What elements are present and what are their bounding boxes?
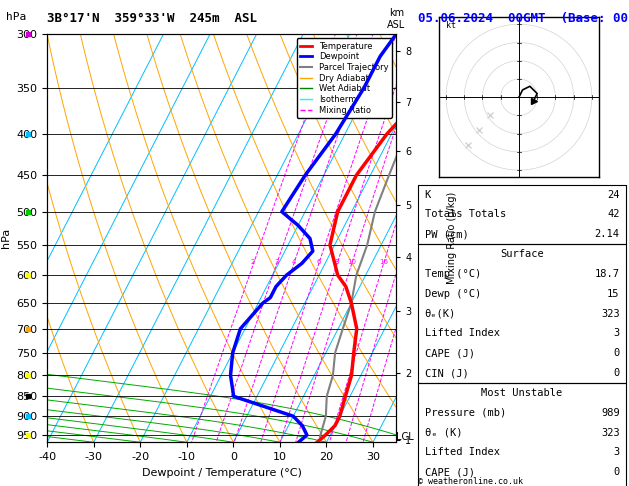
Text: CAPE (J): CAPE (J) xyxy=(425,467,474,477)
Text: 2: 2 xyxy=(251,259,255,264)
Text: 18.7: 18.7 xyxy=(594,269,620,279)
Text: Surface: Surface xyxy=(500,249,544,259)
Text: © weatheronline.co.uk: © weatheronline.co.uk xyxy=(418,477,523,486)
Text: 4: 4 xyxy=(291,259,296,264)
Text: 16: 16 xyxy=(379,259,387,264)
Text: K: K xyxy=(425,190,431,200)
Text: 323: 323 xyxy=(601,428,620,437)
Text: Dewp (°C): Dewp (°C) xyxy=(425,289,481,299)
Text: Most Unstable: Most Unstable xyxy=(481,388,563,398)
Text: 0: 0 xyxy=(613,467,620,477)
Text: Temp (°C): Temp (°C) xyxy=(425,269,481,279)
Text: 8: 8 xyxy=(335,259,339,264)
Text: LCL: LCL xyxy=(396,432,414,442)
Text: 323: 323 xyxy=(601,309,620,318)
Text: 0: 0 xyxy=(613,368,620,378)
Text: Lifted Index: Lifted Index xyxy=(425,329,499,338)
Text: 24: 24 xyxy=(607,190,620,200)
Text: 2.14: 2.14 xyxy=(594,229,620,239)
Text: 3: 3 xyxy=(613,329,620,338)
Text: km
ASL: km ASL xyxy=(387,8,406,30)
Text: 989: 989 xyxy=(601,408,620,417)
Text: 05.06.2024  00GMT  (Base: 00): 05.06.2024 00GMT (Base: 00) xyxy=(418,12,629,25)
Text: Mixing Ratio (g/kg): Mixing Ratio (g/kg) xyxy=(447,192,457,284)
Text: 10: 10 xyxy=(347,259,356,264)
Text: 15: 15 xyxy=(607,289,620,299)
Legend: Temperature, Dewpoint, Parcel Trajectory, Dry Adiabat, Wet Adiabat, Isotherm, Mi: Temperature, Dewpoint, Parcel Trajectory… xyxy=(297,38,392,118)
Text: kt: kt xyxy=(446,21,456,30)
X-axis label: Dewpoint / Temperature (°C): Dewpoint / Temperature (°C) xyxy=(142,468,302,478)
Text: 3: 3 xyxy=(613,448,620,457)
Text: Pressure (mb): Pressure (mb) xyxy=(425,408,506,417)
Text: θₑ (K): θₑ (K) xyxy=(425,428,462,437)
Text: CIN (J): CIN (J) xyxy=(425,368,468,378)
Text: PW (cm): PW (cm) xyxy=(425,229,468,239)
Text: 3: 3 xyxy=(274,259,279,264)
Y-axis label: hPa: hPa xyxy=(1,228,11,248)
Text: 42: 42 xyxy=(607,209,620,219)
Text: hPa: hPa xyxy=(6,12,26,22)
Text: CAPE (J): CAPE (J) xyxy=(425,348,474,358)
Text: Lifted Index: Lifted Index xyxy=(425,448,499,457)
Text: θₑ(K): θₑ(K) xyxy=(425,309,456,318)
Text: Totals Totals: Totals Totals xyxy=(425,209,506,219)
Text: 6: 6 xyxy=(316,259,321,264)
Text: 0: 0 xyxy=(613,348,620,358)
Text: 3B°17'N  359°33'W  245m  ASL: 3B°17'N 359°33'W 245m ASL xyxy=(47,12,257,25)
